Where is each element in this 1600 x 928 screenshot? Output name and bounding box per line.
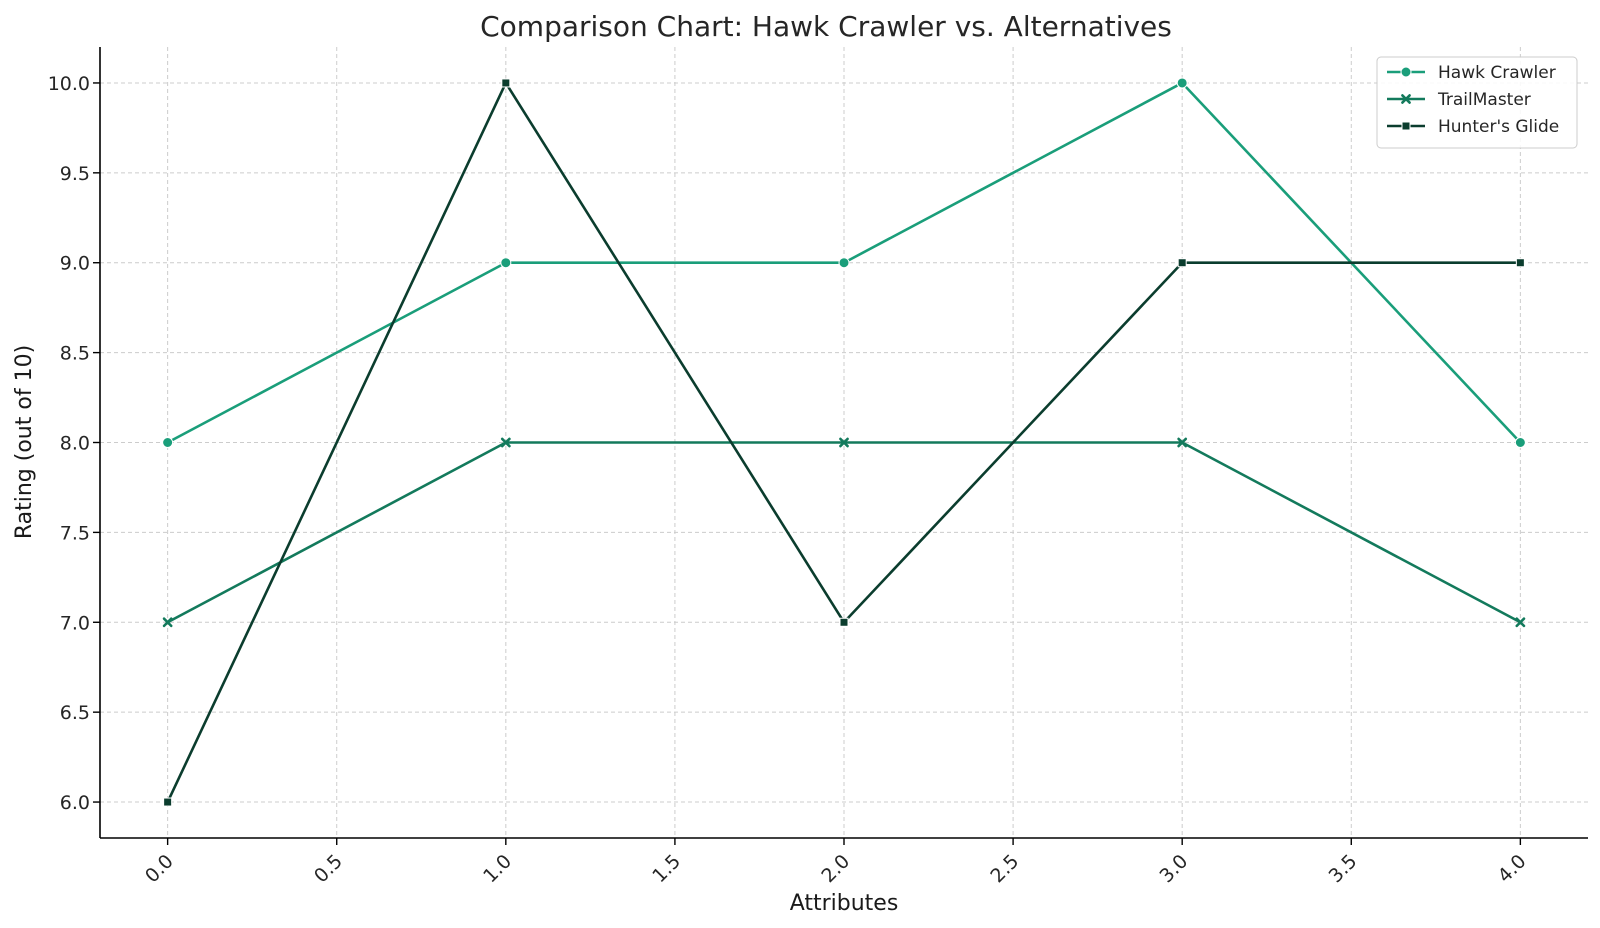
x-axis-label: Attributes: [790, 891, 899, 916]
legend-item-hawk-crawler: Hawk Crawler: [1387, 63, 1556, 83]
data-point-trailmaster: [1177, 437, 1188, 448]
legend-marker: [1401, 94, 1411, 104]
legend-marker: [1401, 121, 1411, 131]
y-ticks: 6.0 6.5 7.0 7.5 8.0 8.5 9.0 9.5 10.0: [48, 73, 100, 814]
series-layer: [162, 77, 1526, 807]
x-tick-label: 1.5: [648, 850, 685, 887]
legend: Hawk Crawler TrailMaster Hunter's Glide: [1376, 56, 1578, 149]
legend-label: Hunter's Glide: [1438, 117, 1559, 137]
y-tick-label: 10.0: [48, 73, 90, 95]
x-tick-label: 1.0: [479, 850, 516, 887]
y-tick-label: 8.0: [60, 433, 90, 455]
y-tick-label: 9.5: [60, 163, 90, 185]
y-tick-label: 7.0: [60, 612, 90, 634]
series-hunter-s-glide: [163, 78, 1525, 807]
data-point-hawk-crawler: [162, 437, 174, 448]
data-point-trailmaster: [839, 437, 849, 448]
data-point-hawk-crawler: [838, 257, 850, 269]
legend-frame: [1376, 56, 1578, 149]
data-point-trailmaster: [500, 437, 511, 448]
y-tick-label: 6.5: [60, 702, 90, 724]
data-point-hunter-s-glide: [1177, 258, 1187, 268]
x-tick-label: 2.5: [986, 850, 1023, 887]
y-tick-label: 9.0: [60, 253, 90, 275]
legend-label: Hawk Crawler: [1438, 63, 1556, 83]
legend-marker: [1400, 66, 1412, 78]
x-tick-label: 0.5: [310, 850, 347, 887]
legend-label: TrailMaster: [1437, 90, 1531, 110]
data-point-hunter-s-glide: [839, 617, 849, 627]
data-point-hunter-s-glide: [163, 797, 173, 807]
legend-item-trailmaster: TrailMaster: [1387, 90, 1531, 110]
data-point-hawk-crawler: [1514, 437, 1526, 448]
x-tick-label: 3.0: [1155, 850, 1192, 887]
chart-title: Comparison Chart: Hawk Crawler vs. Alter…: [480, 10, 1172, 43]
y-tick-label: 6.0: [60, 792, 90, 814]
data-point-hunter-s-glide: [1515, 258, 1525, 268]
data-point-trailmaster: [1515, 617, 1526, 628]
data-point-trailmaster: [162, 617, 173, 628]
x-ticks: 0.0 0.5 1.0 1.5 2.0 2.5 3.0 3.5 4.0: [141, 838, 1531, 887]
y-tick-label: 8.5: [60, 343, 90, 365]
y-axis-label: Rating (out of 10): [12, 345, 37, 539]
x-tick-label: 2.0: [817, 850, 854, 887]
y-tick-label: 7.5: [60, 522, 90, 544]
legend-item-hunter-s-glide: Hunter's Glide: [1387, 117, 1559, 137]
data-point-hawk-crawler: [1176, 77, 1188, 89]
legend-items: Hawk Crawler TrailMaster Hunter's Glide: [1387, 63, 1559, 137]
x-tick-label: 0.0: [141, 850, 178, 887]
x-tick-label: 4.0: [1494, 850, 1531, 887]
data-point-hawk-crawler: [500, 257, 512, 269]
data-point-hunter-s-glide: [501, 78, 511, 88]
series-trailmaster: [162, 437, 1526, 628]
x-tick-label: 3.5: [1325, 850, 1362, 887]
